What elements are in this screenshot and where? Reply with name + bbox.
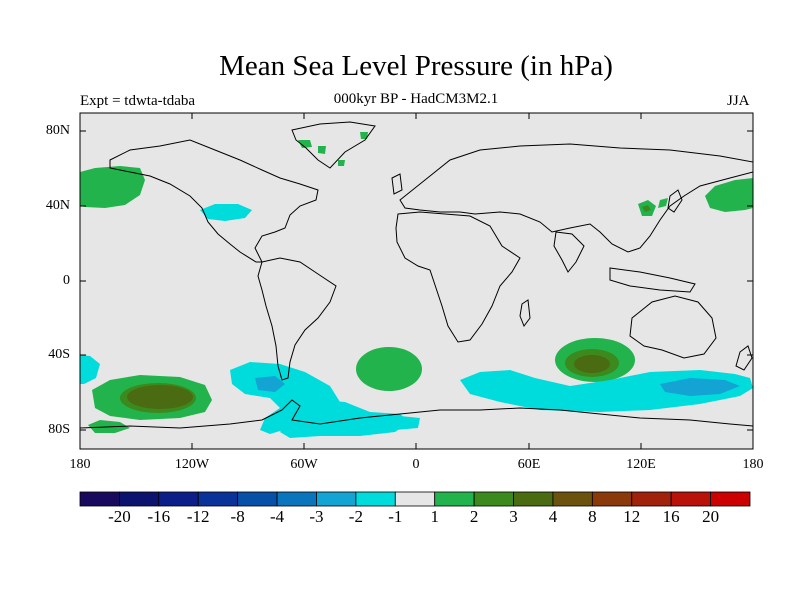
anomaly-japan: [658, 198, 668, 208]
colorbar-swatch: [276, 491, 317, 507]
colorbar-label: 1: [430, 507, 439, 526]
colorbar-label: 20: [702, 507, 720, 526]
anomaly-ne-pacific: [200, 204, 252, 221]
anomaly-north-pacific-west: [80, 166, 145, 208]
anomaly-greenland-3: [360, 132, 368, 139]
colorbar-swatch: [434, 491, 475, 507]
lon-label-120e: 120E: [626, 457, 656, 472]
lat-label-80s: 80S: [48, 422, 70, 437]
lon-label-120w: 120W: [174, 457, 210, 472]
axis-ticks: [79, 113, 754, 449]
map-title: Mean Sea Level Pressure (in hPa): [219, 50, 613, 82]
colorbar-swatch: [591, 491, 633, 507]
colorbar-swatch: [513, 491, 554, 507]
colorbar-label: 4: [548, 507, 558, 526]
colorbar-swatch: [158, 491, 199, 507]
lat-label-40n: 40N: [45, 198, 70, 213]
colorbar: [79, 491, 751, 507]
anomaly-southern-ocean-drake-mid: [255, 376, 285, 392]
anomaly-north-pacific-east: [705, 178, 753, 212]
colorbar-label: -4: [269, 507, 285, 526]
coast-indonesia: [609, 267, 696, 293]
colorbar-label: 16: [662, 507, 680, 526]
coast-greenland: [291, 121, 376, 169]
colorbar-label: 3: [509, 507, 518, 526]
colorbar-label: -8: [230, 507, 245, 526]
anomaly-antarctic-east-cyan: [380, 416, 420, 430]
anomaly-south-atlantic: [356, 347, 422, 391]
colorbar-label: -3: [309, 507, 324, 526]
lat-label-80n: 80N: [45, 123, 70, 138]
coast-antarctica: [79, 399, 754, 429]
anomaly-east-asia-core: [642, 205, 651, 212]
anomaly-south-pacific-core: [127, 385, 193, 409]
colorbar-label: -2: [348, 507, 363, 526]
map-subtitle: 000kyr BP - HadCM3M2.1: [333, 91, 499, 107]
coast-japan: [667, 189, 683, 213]
colorbar-swatch: [552, 491, 593, 507]
coastlines: [79, 121, 754, 429]
lon-label-180w: 180: [69, 457, 91, 472]
coast-australia: [629, 295, 717, 359]
colorbar-swatch: [394, 491, 436, 507]
colorbar-swatch: [710, 491, 751, 507]
anomaly-fields: [80, 132, 753, 438]
colorbar-label: 8: [588, 507, 597, 526]
anomaly-greenland-4: [338, 160, 345, 166]
colorbar-label: 2: [469, 507, 479, 526]
season-label: JJA: [727, 93, 750, 109]
colorbar-label: -16: [147, 507, 171, 526]
lon-label-60e: 60E: [517, 457, 541, 472]
colorbar-swatch: [473, 491, 514, 507]
anomaly-south-indian-core: [574, 355, 610, 373]
anomaly-southern-ocean-west: [80, 355, 100, 384]
colorbar-swatch: [79, 491, 120, 507]
anomaly-greenland-1: [298, 140, 312, 148]
coast-india: [553, 231, 585, 273]
colorbar-swatch: [197, 491, 239, 507]
coast-north-america: [109, 139, 319, 263]
lat-label-40s: 40S: [48, 347, 70, 362]
lon-label-180e: 180: [742, 457, 764, 472]
colorbar-swatch: [237, 491, 278, 507]
lat-label-0: 0: [63, 273, 70, 288]
coast-new-zealand: [735, 345, 753, 371]
colorbar-swatch: [355, 491, 396, 507]
anomaly-weddell: [280, 400, 410, 438]
coast-africa: [395, 211, 521, 343]
coast-uk: [391, 173, 403, 195]
anomaly-greenland-2: [318, 146, 326, 154]
colorbar-swatch: [670, 491, 711, 507]
colorbar-swatch: [316, 491, 357, 507]
coast-south-america: [257, 257, 337, 381]
coast-madagascar: [519, 299, 531, 328]
lon-label-60w: 60W: [290, 457, 318, 472]
colorbar-label: -1: [388, 507, 403, 526]
colorbar-swatch: [631, 491, 672, 507]
colorbar-label: -20: [108, 507, 131, 526]
colorbar-swatch: [119, 491, 160, 507]
colorbar-label: 12: [623, 507, 641, 526]
coast-eurasia: [399, 143, 754, 253]
experiment-label: Expt = tdwta-tdaba: [80, 93, 196, 109]
lon-label-0: 0: [412, 457, 420, 472]
anomaly-southern-ocean-east-mid: [660, 378, 740, 396]
colorbar-label: -12: [186, 507, 210, 526]
